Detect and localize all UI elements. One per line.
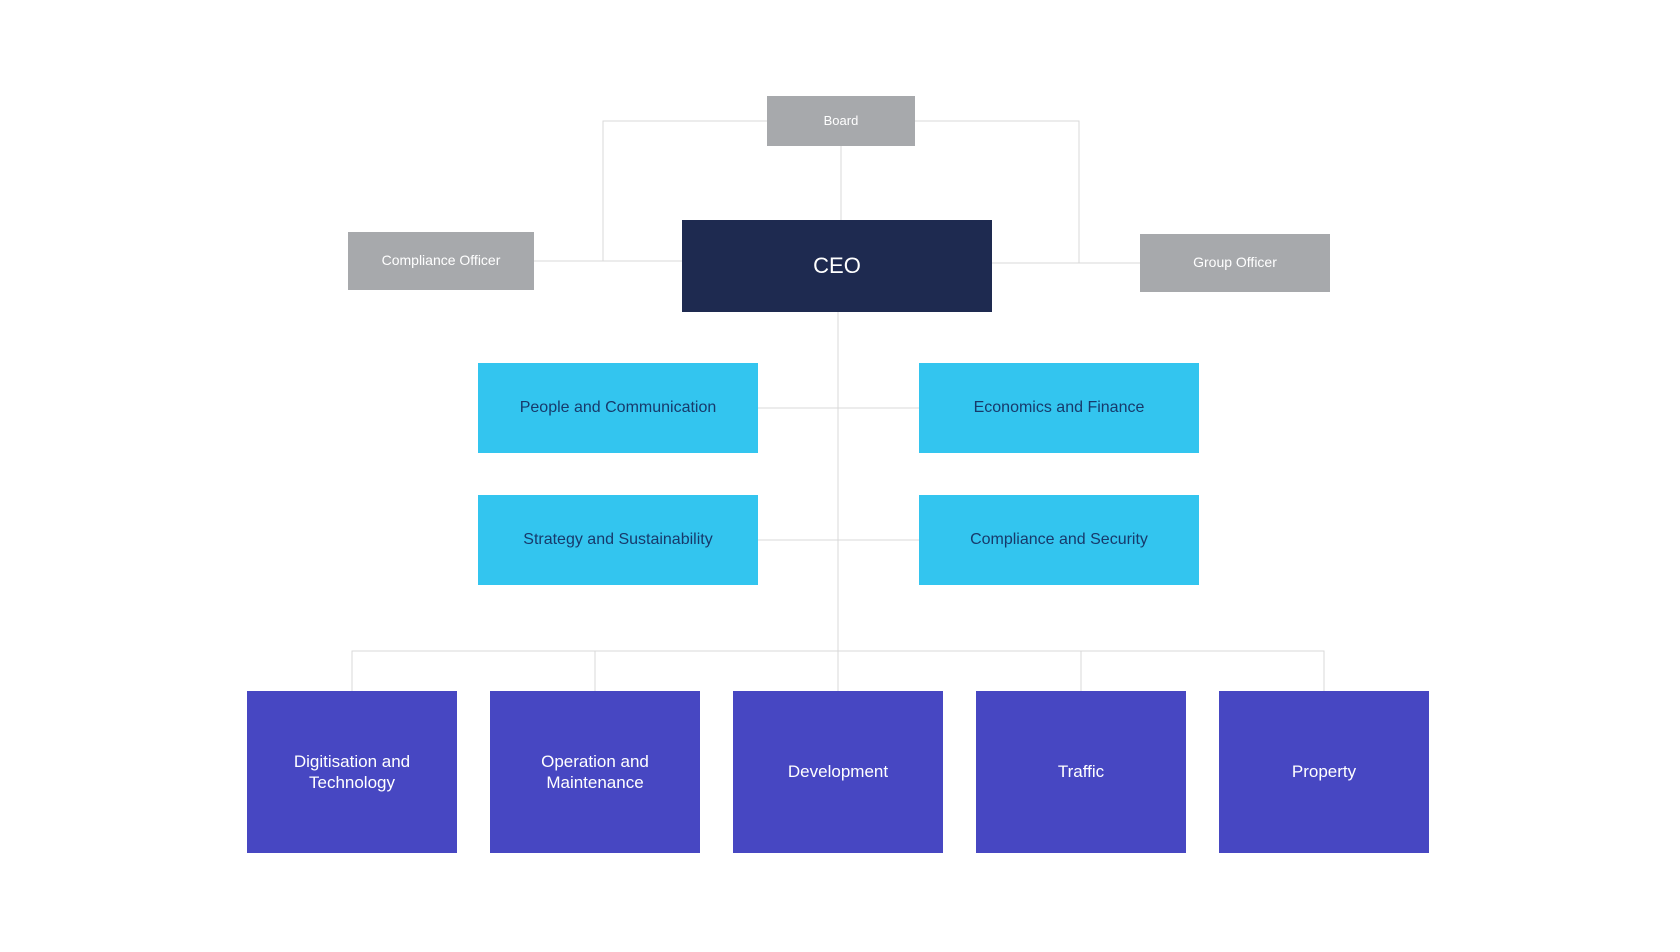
node-economics-finance: Economics and Finance [919, 363, 1199, 453]
node-label: Property [1292, 761, 1356, 782]
node-label: Economics and Finance [974, 398, 1145, 418]
node-label: People and Communication [520, 398, 717, 418]
node-people-communication: People and Communication [478, 363, 758, 453]
node-traffic: Traffic [976, 691, 1186, 853]
node-label: Traffic [1058, 761, 1104, 782]
node-label: Strategy and Sustainability [523, 530, 712, 550]
node-label: CEO [813, 252, 861, 280]
node-property: Property [1219, 691, 1429, 853]
node-label: Group Officer [1193, 254, 1277, 272]
node-group-officer: Group Officer [1140, 234, 1330, 292]
node-label: Digitisation and Technology [257, 751, 447, 794]
node-compliance-security: Compliance and Security [919, 495, 1199, 585]
node-ceo: CEO [682, 220, 992, 312]
node-operation-maintenance: Operation and Maintenance [490, 691, 700, 853]
node-board: Board [767, 96, 915, 146]
node-label: Board [824, 113, 859, 129]
node-label: Development [788, 761, 888, 782]
node-label: Compliance and Security [970, 530, 1148, 550]
node-compliance-officer: Compliance Officer [348, 232, 534, 290]
node-label: Operation and Maintenance [500, 751, 690, 794]
node-strategy-sustainability: Strategy and Sustainability [478, 495, 758, 585]
org-chart-canvas: Board Compliance Officer CEO Group Offic… [0, 0, 1680, 952]
node-label: Compliance Officer [382, 252, 501, 270]
node-digitisation-technology: Digitisation and Technology [247, 691, 457, 853]
node-development: Development [733, 691, 943, 853]
